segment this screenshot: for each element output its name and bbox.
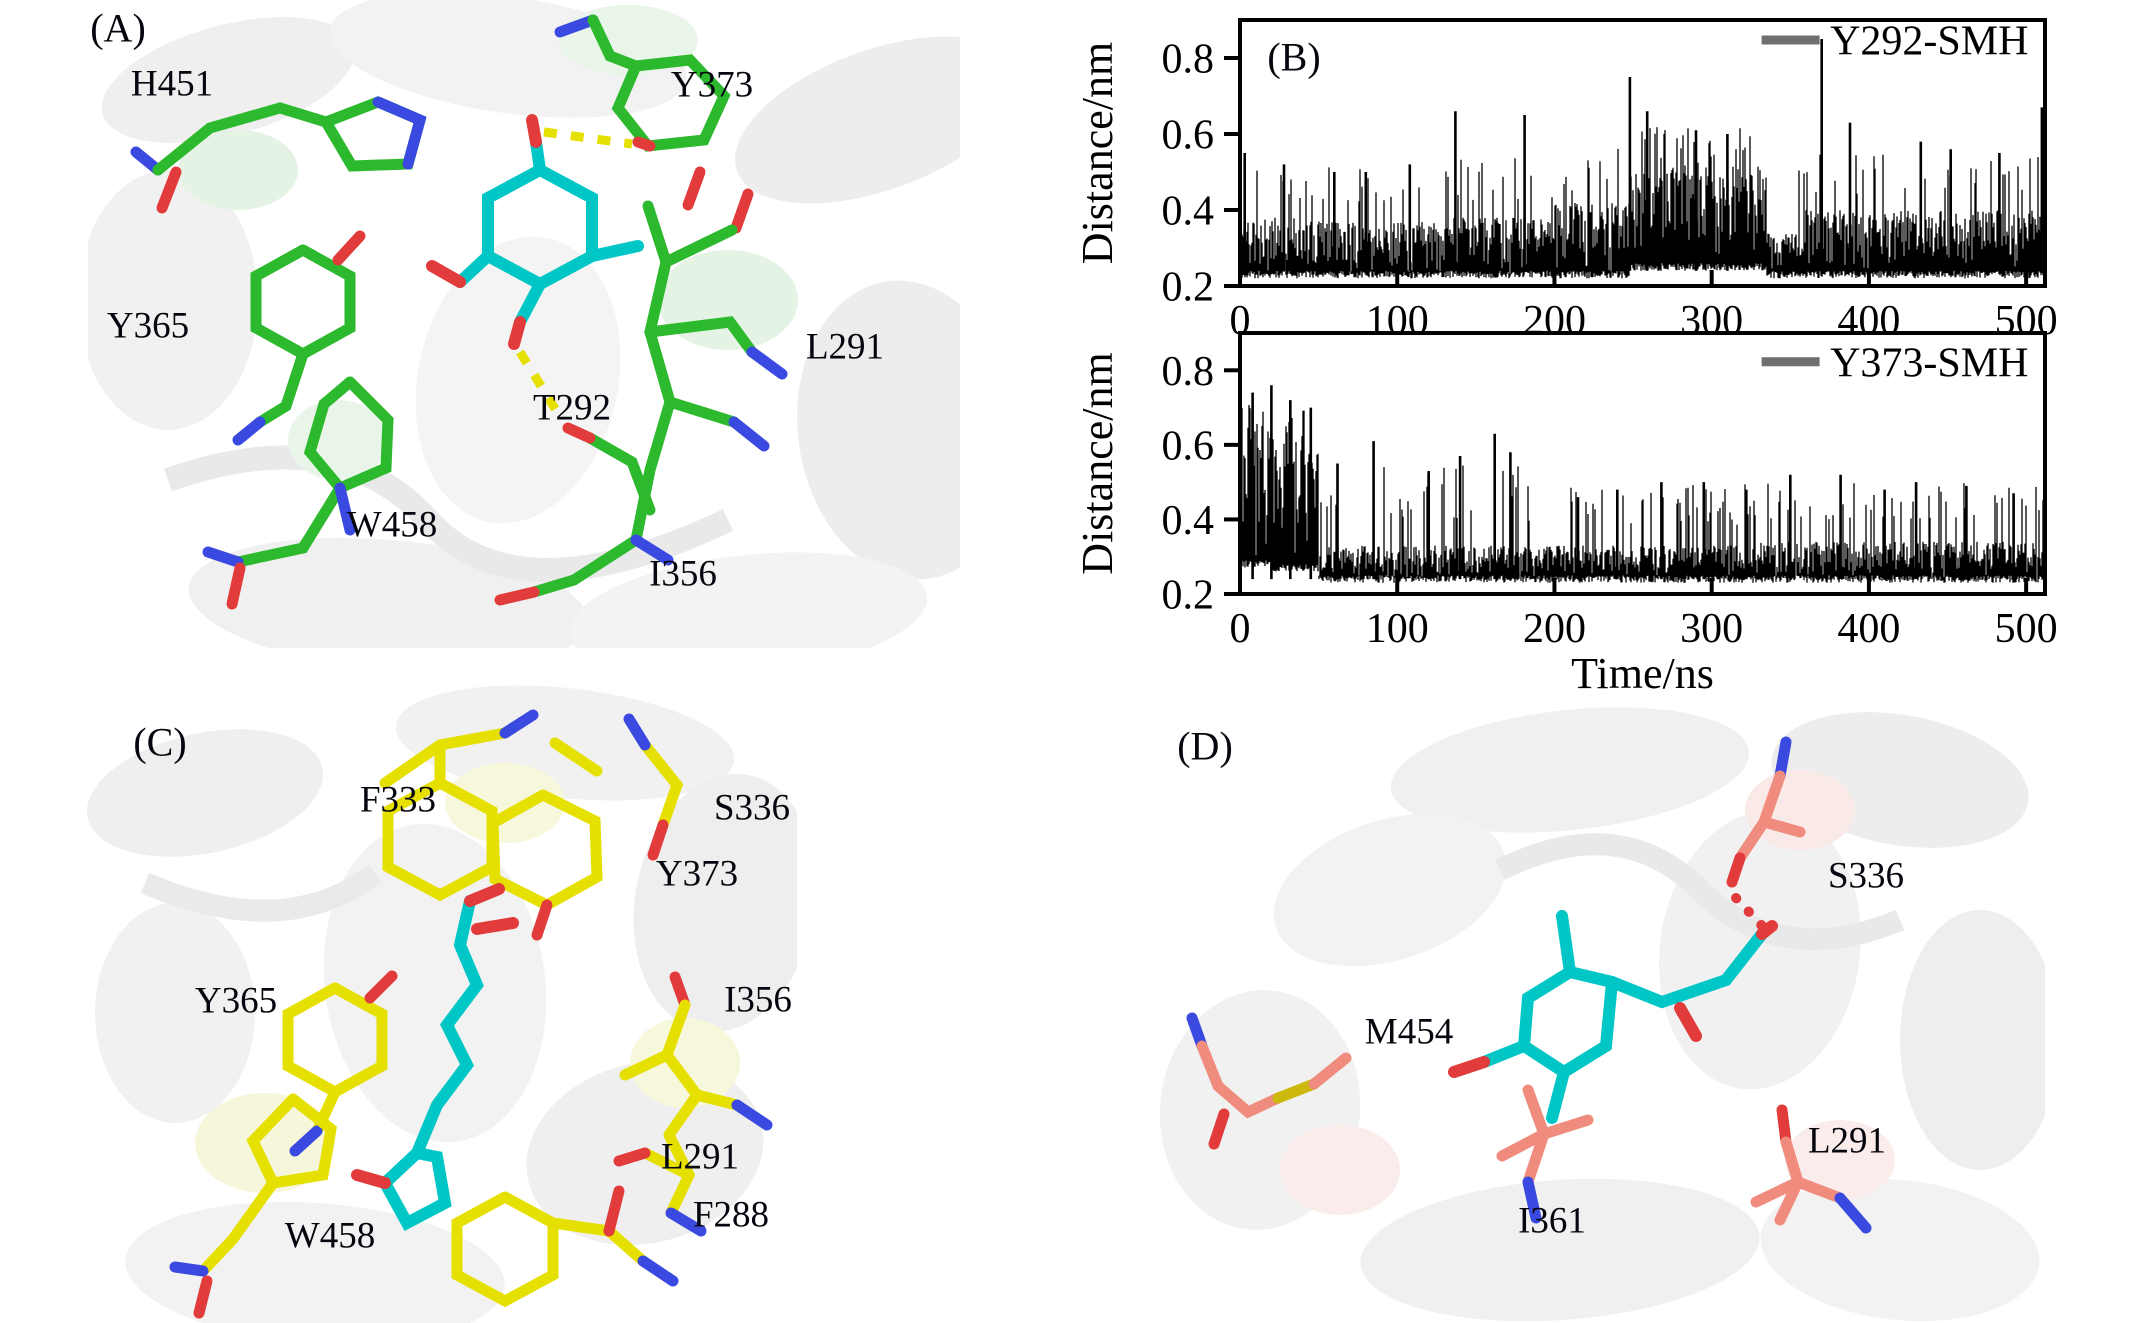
svg-text:300: 300 — [1680, 298, 1743, 344]
panel-c-structure — [86, 685, 797, 1323]
panel-tag-a: (A) — [90, 5, 146, 51]
svg-text:0.4: 0.4 — [1162, 189, 1215, 235]
residue-sticks-yellow — [169, 709, 773, 1319]
svg-text:0.2: 0.2 — [1162, 265, 1215, 311]
svg-text:Distance/nm: Distance/nm — [1073, 352, 1122, 574]
svg-text:0.2: 0.2 — [1162, 573, 1215, 619]
svg-text:Y373-SMH: Y373-SMH — [1830, 340, 2028, 386]
svg-text:100: 100 — [1366, 298, 1429, 344]
panel-tag-d: (D) — [1177, 723, 1233, 769]
chart-y292-smh: 0.20.40.60.80 100 200 300 400 500Distance/nmY… — [1073, 18, 2058, 344]
hydrogen-bond-dashes-yellow — [516, 127, 633, 423]
ribbon-background — [1159, 707, 2045, 1322]
panel-tag-c: (C) — [133, 719, 187, 765]
svg-text:200: 200 — [1523, 606, 1586, 652]
panel-tag-b: (B) — [1267, 34, 1321, 80]
hydrogen-bond-dots-red — [1731, 893, 1769, 933]
svg-text:400: 400 — [1837, 606, 1900, 652]
svg-text:100: 100 — [1366, 606, 1429, 652]
svg-text:200: 200 — [1523, 298, 1586, 344]
svg-text:Y292-SMH: Y292-SMH — [1830, 19, 2028, 65]
svg-text:0.6: 0.6 — [1162, 424, 1215, 470]
svg-text:500: 500 — [1995, 298, 2058, 344]
svg-text:500: 500 — [1995, 606, 2058, 652]
svg-text:400: 400 — [1837, 298, 1900, 344]
ligand-sticks-cyan — [351, 883, 519, 1232]
residue-sticks-green — [130, 14, 788, 610]
svg-text:0: 0 — [1230, 606, 1251, 652]
svg-text:0.6: 0.6 — [1162, 113, 1215, 159]
svg-text:300: 300 — [1680, 606, 1743, 652]
svg-text:0.4: 0.4 — [1162, 498, 1215, 544]
residue-sticks-salmon — [1186, 736, 1872, 1234]
chart-y373-smh: 0.2 0.4 0.6 0.8 0 100 200 300 400 500 Distance/nm T… — [1073, 331, 2058, 698]
svg-text:Time/ns: Time/ns — [1571, 649, 1714, 698]
ribbon-background — [86, 685, 797, 1323]
svg-text:0.8: 0.8 — [1162, 349, 1215, 395]
panel-a-structure — [88, 0, 960, 648]
ligand-sticks-cyan — [426, 114, 644, 350]
ligand-sticks-cyan — [1448, 910, 1778, 1124]
panel-d-structure — [1159, 707, 2045, 1322]
svg-text:Distance/nm: Distance/nm — [1073, 42, 1122, 264]
svg-text:0.8: 0.8 — [1162, 37, 1215, 83]
